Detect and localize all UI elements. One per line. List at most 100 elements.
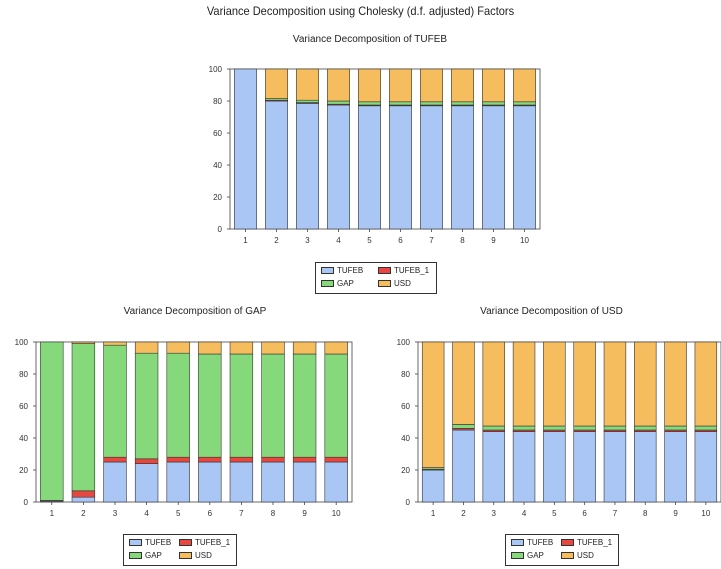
bar-segment-tufeb-1 [324,456,348,463]
bar-segment-tufeb [694,431,718,503]
bar-segment-usd [420,68,443,103]
legend-label: TUFEB [527,538,554,547]
bar-segment-gap [389,101,412,106]
bar-segment-usd [198,341,222,355]
x-tick-label: 3 [305,236,310,245]
legend-item-usd: USD [561,551,594,560]
legend-label: TUFEB_1 [394,266,430,275]
x-tick-label: 2 [274,236,279,245]
bar-segment-gap [103,344,127,458]
y-tick-label: 0 [24,498,29,507]
bar-segment-tufeb [634,431,657,503]
y-tick-label: 80 [19,370,28,379]
bar-segment-usd [71,341,96,344]
y-tick-label: 100 [397,338,411,347]
chart-title-usd: Variance Decomposition of USD [480,306,623,317]
y-tick-label: 20 [401,466,410,475]
x-tick-label: 8 [460,236,465,245]
bar-segment-tufeb [513,105,536,230]
bar-segment-tufeb [664,431,687,503]
bar-segment-tufeb-1 [103,456,127,463]
bar-segment-tufeb [482,105,505,230]
bar-segment-gap [452,424,475,429]
legend-label: GAP [527,551,544,560]
legend-label: USD [577,551,594,560]
bar-segment-gap [482,425,505,431]
legend-item-usd: USD [179,551,212,560]
bar-segment-tufeb [512,431,536,503]
bar-segment-usd [482,341,505,427]
legend-item-gap: GAP [321,279,354,288]
bar-segment-tufeb [573,431,596,503]
legend-usd: TUFEB TUFEB_1 GAP USD [505,534,619,566]
bar-segment-tufeb [134,463,159,503]
bar-segment-usd [134,341,159,354]
swatch-gap [511,552,524,559]
x-tick-label: 6 [208,509,213,518]
bar-segment-gap [71,343,96,492]
x-tick-label: 10 [520,236,529,245]
x-tick-label: 8 [271,509,276,518]
x-tick-label: 3 [492,509,497,518]
y-tick-label: 80 [213,97,222,106]
bar-segment-usd [324,341,348,355]
swatch-tufeb [321,267,334,274]
bar-segment-usd [166,341,190,354]
x-tick-label: 6 [398,236,403,245]
bar-segment-tufeb [482,431,505,503]
swatch-gap [129,552,142,559]
x-tick-label: 10 [701,509,710,518]
bar-segment-gap [512,425,536,431]
bar-segment-gap [198,353,222,458]
plot-frame [35,341,353,503]
swatch-gap [321,280,334,287]
x-tick-label: 1 [243,236,248,245]
bar-segment-usd [103,341,127,346]
bar-segment-gap [543,425,566,431]
chart-tufeb: 0 20 40 60 80 100 1 2 3 4 5 6 7 8 9 10 [209,65,541,245]
y-tick-label: 60 [19,402,28,411]
bar-segment-tufeb-1 [166,456,190,463]
chart-title-tufeb: Variance Decomposition of TUFEB [292,34,448,45]
bar-segment-gap [166,352,190,458]
legend-item-gap: GAP [511,551,544,560]
bar-segment-gap [358,101,381,106]
bar-segment-tufeb-1 [134,458,159,464]
legend-label: GAP [337,279,354,288]
legend-label: GAP [145,551,162,560]
bar-segment-usd [451,68,474,103]
y-tick-label: 40 [213,161,222,170]
legend-label: USD [394,279,411,288]
bar-segment-tufeb-1 [71,490,96,498]
x-tick-label: 2 [81,509,86,518]
x-tick-label: 7 [429,236,434,245]
legend-label: USD [195,551,212,560]
swatch-tufeb [129,539,142,546]
bar-segment-usd [664,341,687,427]
bar-segment-tufeb [71,496,96,503]
bar-segment-tufeb [324,461,348,503]
x-tick-label: 6 [582,509,587,518]
bar-segment-gap [327,100,350,105]
y-tick-label: 100 [209,65,223,74]
bar-segment-gap [292,353,317,458]
x-tick-label: 5 [176,509,181,518]
swatch-usd [561,552,574,559]
swatch-usd [378,280,391,287]
plot-frame [417,341,721,503]
bar-segment-tufeb-1 [292,456,317,463]
bar-segment-usd [265,68,288,99]
legend-item-tufeb: TUFEB [511,538,553,547]
bar-segment-tufeb [234,68,257,230]
bar-segment-tufeb [452,429,475,503]
x-tick-label: 9 [302,509,307,518]
y-tick-label: 40 [19,434,28,443]
legend-item-tufeb: TUFEB [321,266,363,275]
bar-segment-usd [389,68,412,103]
swatch-tufeb-1 [561,539,574,546]
legend-item-tufeb-1: TUFEB_1 [179,538,230,547]
bar-segment-tufeb [389,105,412,230]
bar-segment-usd [512,341,536,427]
legend-label: TUFEB [337,266,364,275]
bar-segment-tufeb [543,431,566,503]
